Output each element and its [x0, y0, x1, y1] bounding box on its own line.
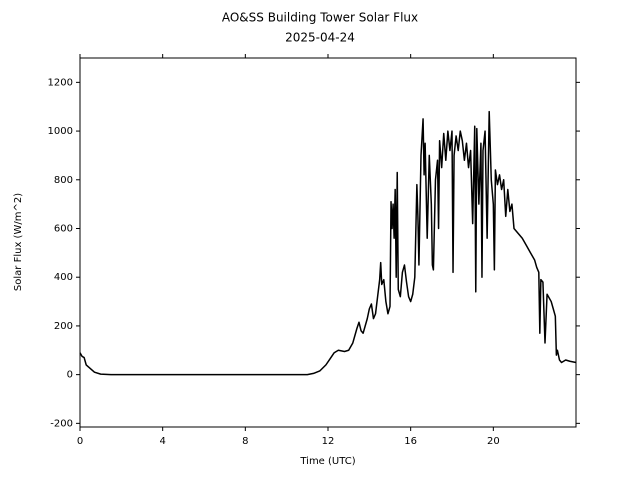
y-tick-label: 400 [54, 272, 73, 283]
y-axis-label: Solar Flux (W/m^2) [13, 193, 24, 291]
chart-title: AO&SS Building Tower Solar Flux [222, 11, 418, 25]
plot-frame [79, 57, 577, 428]
y-tick-label: 600 [54, 223, 73, 234]
data-line [79, 110, 577, 376]
x-axis-label: Time (UTC) [299, 456, 355, 467]
y-tick-label: 0 [67, 370, 73, 381]
x-tick-label: 4 [159, 436, 165, 447]
y-tick-label: 200 [54, 321, 73, 332]
y-tick-label: 1200 [48, 77, 73, 88]
x-tick-label: 8 [242, 436, 248, 447]
y-tick-label: 1000 [48, 126, 73, 137]
x-tick-label: 20 [487, 436, 500, 447]
y-tick-label: -200 [50, 418, 73, 429]
x-tick-label: 16 [404, 436, 417, 447]
y-tick-label: 800 [54, 175, 73, 186]
x-tick-label: 12 [322, 436, 335, 447]
chart-subtitle: 2025-04-24 [285, 31, 355, 45]
x-tick-label: 0 [77, 436, 83, 447]
